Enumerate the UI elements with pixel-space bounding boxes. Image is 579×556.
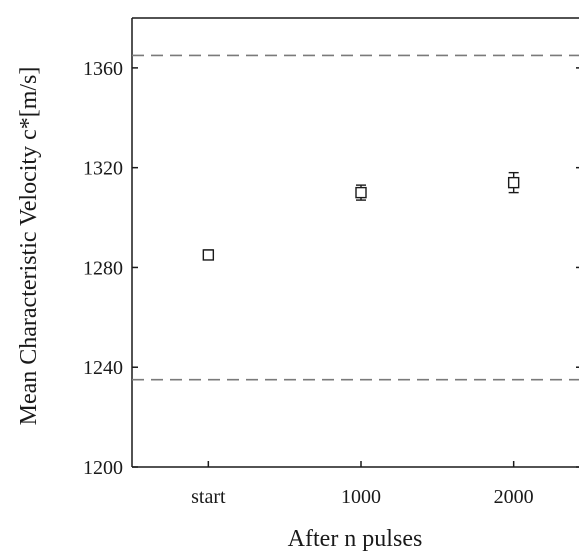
x-tick-label: 1000 — [341, 486, 381, 508]
x-axis-label: After n pulses — [288, 526, 423, 552]
data-point-2000 — [507, 171, 520, 194]
data-point-1000 — [355, 184, 367, 201]
x-tick-label: start — [191, 486, 226, 508]
y-tick-label: 1320 — [83, 158, 123, 180]
y-tick-label: 1240 — [83, 357, 123, 379]
y-ticks: 1200 1240 1280 1320 1360 — [83, 58, 579, 479]
y-tick-label: 1360 — [83, 58, 123, 80]
square-marker — [507, 176, 520, 189]
plot-frame — [131, 17, 579, 468]
x-ticks: start 1000 2000 — [191, 461, 534, 508]
square-marker — [202, 249, 215, 261]
y-axis-label: Mean Characteristic Velocity c*[m/s] — [16, 67, 42, 426]
x-tick-label: 2000 — [494, 486, 534, 508]
data-point-start — [202, 249, 215, 261]
reference-lines — [132, 54, 579, 381]
square-marker — [355, 186, 367, 199]
data-points — [202, 171, 520, 261]
y-tick-label: 1200 — [83, 457, 123, 479]
y-tick-label: 1280 — [83, 257, 123, 279]
